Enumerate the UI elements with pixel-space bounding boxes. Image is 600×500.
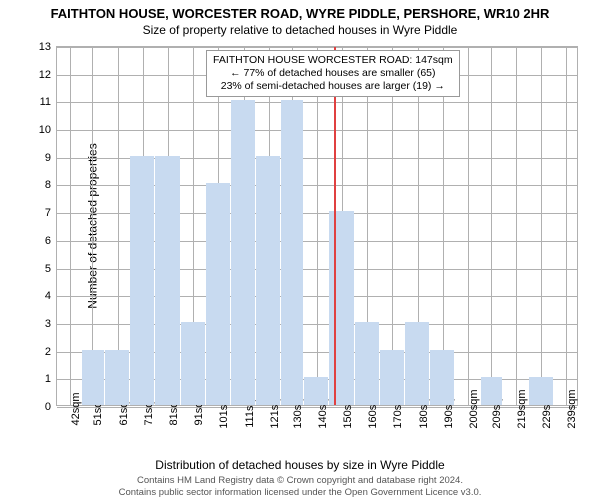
histogram-bar xyxy=(155,156,179,405)
x-tick-label: 42sqm xyxy=(70,392,82,425)
histogram-bar xyxy=(430,350,454,405)
histogram-bar xyxy=(130,156,154,405)
histogram-bar xyxy=(329,211,353,405)
footer-line2: Contains public sector information licen… xyxy=(0,487,600,498)
histogram-bar xyxy=(380,350,404,405)
annotation-box: FAITHTON HOUSE WORCESTER ROAD: 147sqm ← … xyxy=(206,50,460,97)
y-tick-label: 7 xyxy=(45,207,51,219)
grid-line-v xyxy=(468,47,469,405)
chart-title: FAITHTON HOUSE, WORCESTER ROAD, WYRE PID… xyxy=(0,0,600,21)
histogram-bar xyxy=(355,322,379,405)
y-tick-label: 0 xyxy=(45,401,51,413)
grid-line-v xyxy=(70,47,71,405)
histogram-bar xyxy=(105,350,129,405)
x-tick-label: 200sqm xyxy=(468,389,480,428)
grid-line-v xyxy=(516,47,517,405)
footer: Contains HM Land Registry data © Crown c… xyxy=(0,475,600,498)
annotation-line1: FAITHTON HOUSE WORCESTER ROAD: 147sqm xyxy=(213,54,453,67)
histogram-bar xyxy=(281,100,303,405)
y-tick-label: 3 xyxy=(45,318,51,330)
histogram-bar xyxy=(304,377,328,405)
x-tick-label: 239sqm xyxy=(566,389,578,428)
x-axis-label: Distribution of detached houses by size … xyxy=(0,458,600,472)
chart-container: 01234567891011121342sqm51sqm61sqm71sqm81… xyxy=(56,46,578,406)
y-tick-label: 11 xyxy=(40,96,51,108)
y-tick-label: 8 xyxy=(45,179,51,191)
histogram-bar xyxy=(256,156,280,405)
marker-line xyxy=(334,47,336,405)
grid-line-v xyxy=(566,47,567,405)
y-tick-label: 12 xyxy=(39,69,51,81)
annotation-line2: ← 77% of detached houses are smaller (65… xyxy=(213,67,453,80)
annotation-line3: 23% of semi-detached houses are larger (… xyxy=(213,80,453,93)
y-tick-label: 4 xyxy=(45,290,51,302)
histogram-bar xyxy=(231,100,255,405)
x-tick-label: 219sqm xyxy=(516,389,528,428)
y-tick-label: 13 xyxy=(39,41,51,53)
histogram-bar xyxy=(405,322,429,405)
histogram-bar xyxy=(181,322,205,405)
grid-line-v xyxy=(541,47,542,405)
y-tick-label: 6 xyxy=(45,235,51,247)
y-tick-label: 9 xyxy=(45,152,51,164)
histogram-bar xyxy=(529,377,553,405)
plot-area: 01234567891011121342sqm51sqm61sqm71sqm81… xyxy=(56,46,578,406)
footer-line1: Contains HM Land Registry data © Crown c… xyxy=(0,475,600,486)
y-tick-label: 1 xyxy=(45,373,51,385)
grid-line-v xyxy=(317,47,318,405)
grid-line-v xyxy=(491,47,492,405)
histogram-bar xyxy=(481,377,503,405)
histogram-bar xyxy=(206,183,230,405)
histogram-bar xyxy=(82,350,104,405)
y-tick-label: 2 xyxy=(45,346,51,358)
chart-subtitle: Size of property relative to detached ho… xyxy=(0,21,600,37)
y-tick-label: 10 xyxy=(39,124,51,136)
y-tick-label: 5 xyxy=(45,263,51,275)
